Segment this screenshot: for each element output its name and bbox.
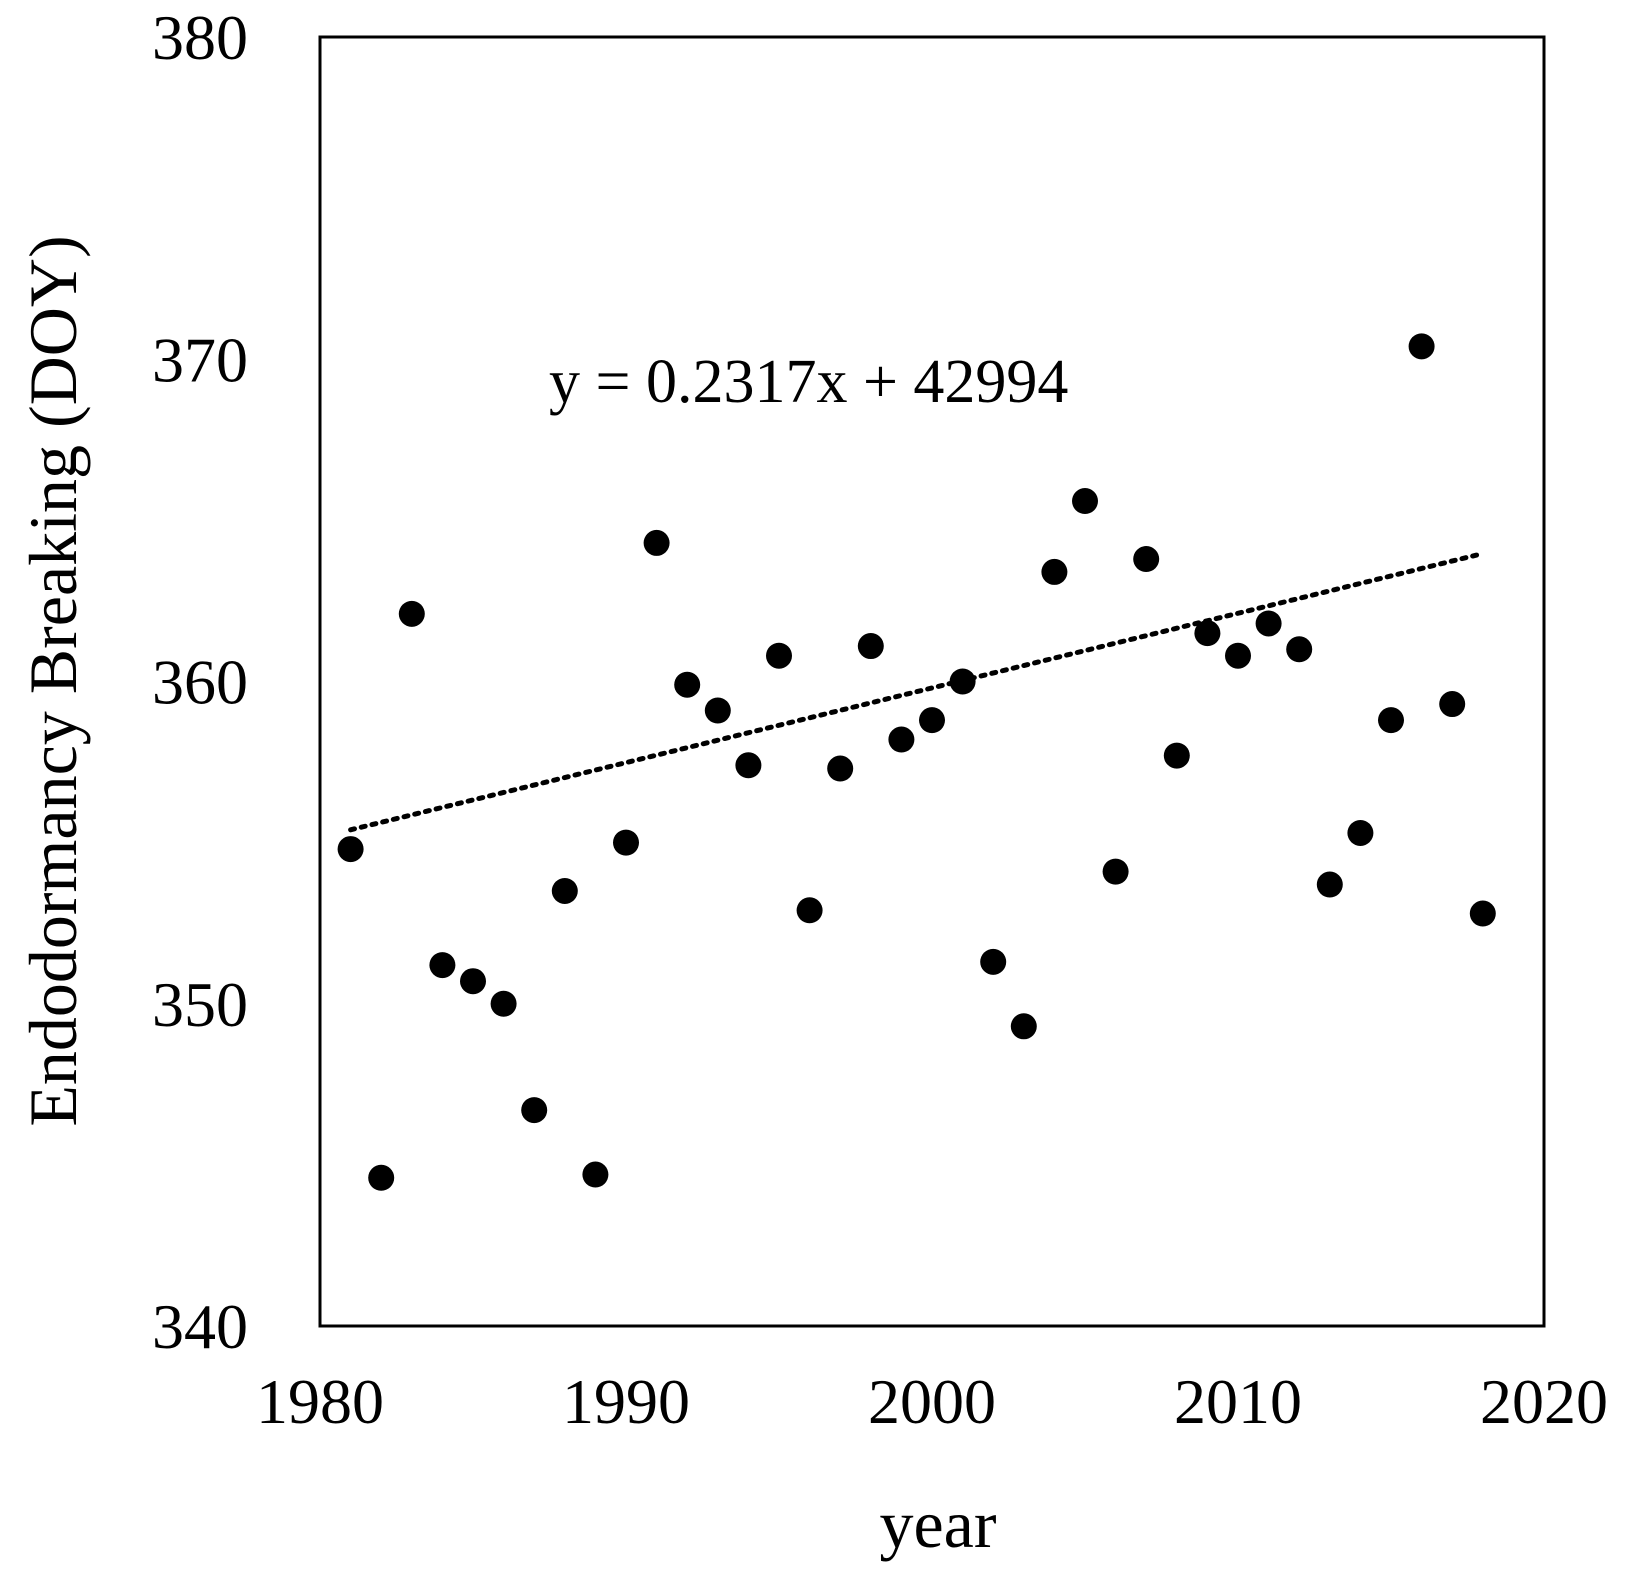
data-point xyxy=(1347,819,1374,846)
data-point xyxy=(827,755,854,782)
data-point xyxy=(919,707,945,734)
data-point xyxy=(1041,558,1068,585)
data-point xyxy=(796,897,823,924)
plot-area-frame xyxy=(318,35,1546,1328)
data-point xyxy=(398,600,425,627)
y-tick-labels: 340 350 360 370 380 xyxy=(152,2,248,1362)
trendline xyxy=(348,551,1486,833)
x-tick-label: 1980 xyxy=(256,1366,384,1437)
data-point xyxy=(1010,1013,1037,1040)
x-tick-label: 1990 xyxy=(562,1366,690,1437)
data-point xyxy=(1378,707,1404,734)
data-point xyxy=(1286,636,1313,663)
data-point xyxy=(1194,620,1221,647)
data-point xyxy=(888,726,915,753)
data-point xyxy=(521,1097,548,1124)
y-tick-label: 360 xyxy=(152,647,248,718)
data-point xyxy=(368,1164,395,1191)
data-point xyxy=(582,1161,609,1188)
x-tick-label: 2000 xyxy=(868,1366,996,1437)
trendline-equation: y = 0.2317x + 42994 xyxy=(549,348,1068,416)
data-point xyxy=(1469,900,1496,927)
data-point xyxy=(337,836,364,863)
data-point xyxy=(857,633,884,660)
data-point xyxy=(643,529,670,556)
data-point xyxy=(1408,333,1435,360)
y-tick-label: 380 xyxy=(152,2,248,73)
data-point xyxy=(735,752,762,779)
x-axis-label: year xyxy=(879,1486,996,1562)
y-tick-label: 350 xyxy=(152,969,248,1040)
data-points-layer xyxy=(337,333,1496,1191)
data-point xyxy=(949,668,976,695)
data-point xyxy=(551,877,578,904)
y-axis-label: Endodormancy Breaking (DOY) xyxy=(15,235,91,1126)
data-point xyxy=(429,952,456,979)
data-point xyxy=(1439,691,1466,718)
data-point xyxy=(613,829,639,856)
data-point xyxy=(674,671,701,698)
data-point xyxy=(460,968,486,995)
x-tick-labels: 1980 1990 2000 2010 2020 xyxy=(256,1366,1608,1437)
data-point xyxy=(1072,488,1098,515)
x-tick-label: 2020 xyxy=(1480,1366,1608,1437)
data-point xyxy=(490,990,517,1017)
data-point xyxy=(1102,858,1129,885)
x-tick-label: 2010 xyxy=(1174,1366,1302,1437)
data-point xyxy=(1255,610,1282,637)
data-point xyxy=(1316,871,1343,898)
data-point xyxy=(766,642,792,669)
data-point xyxy=(1163,742,1190,769)
data-point xyxy=(704,697,731,724)
data-point xyxy=(1225,642,1251,669)
y-tick-label: 340 xyxy=(152,1291,248,1362)
data-point xyxy=(980,948,1007,975)
trendline-layer xyxy=(348,551,1486,833)
y-tick-label: 370 xyxy=(152,324,248,395)
data-point xyxy=(1133,546,1160,573)
